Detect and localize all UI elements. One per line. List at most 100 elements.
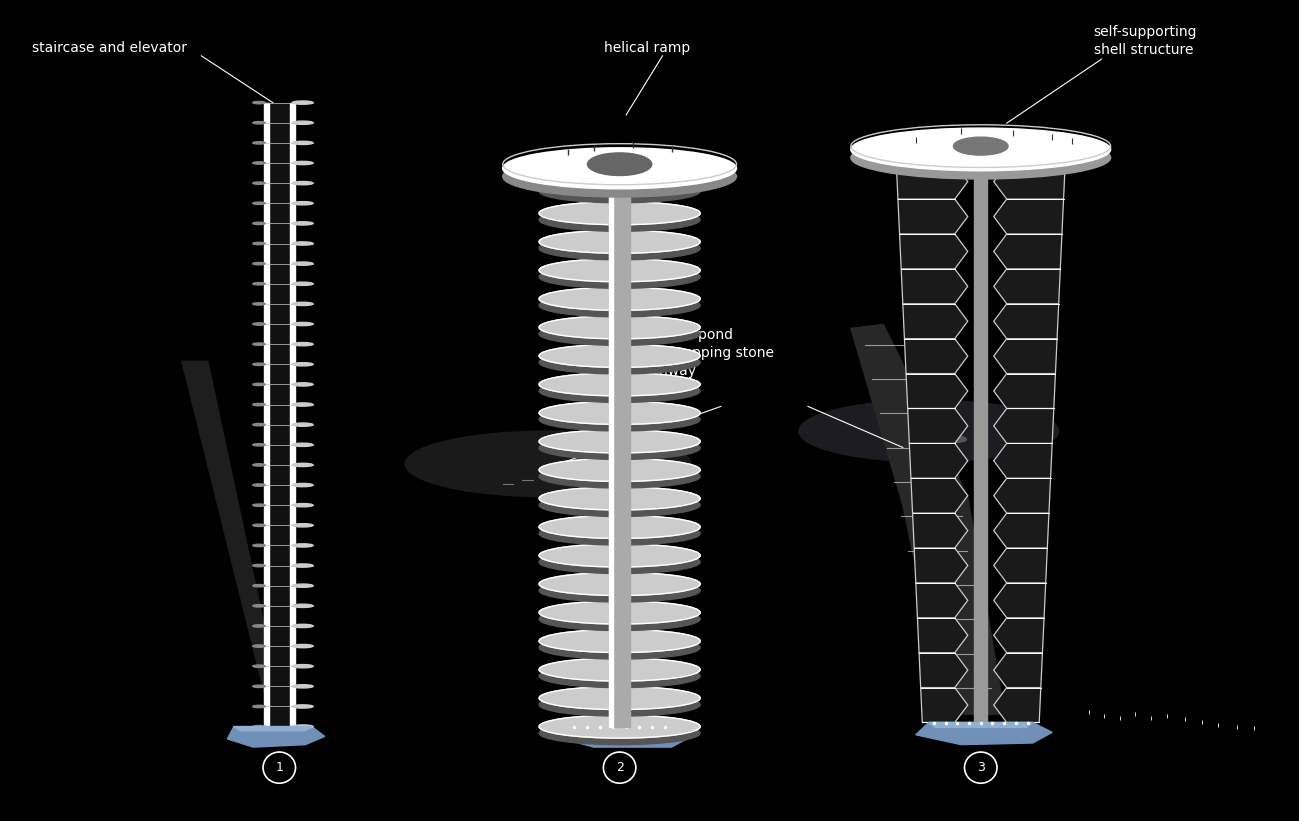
Ellipse shape <box>292 242 313 245</box>
Ellipse shape <box>292 282 313 286</box>
Ellipse shape <box>292 644 313 648</box>
Ellipse shape <box>539 323 700 346</box>
Polygon shape <box>994 618 1044 653</box>
Polygon shape <box>994 443 1052 478</box>
Ellipse shape <box>292 725 313 728</box>
Ellipse shape <box>539 572 700 595</box>
Ellipse shape <box>253 443 265 446</box>
Ellipse shape <box>292 302 313 305</box>
Ellipse shape <box>539 351 700 374</box>
Ellipse shape <box>292 664 313 667</box>
Ellipse shape <box>539 316 700 339</box>
Polygon shape <box>994 653 1042 688</box>
Ellipse shape <box>253 424 265 426</box>
Polygon shape <box>898 200 968 234</box>
Polygon shape <box>917 618 968 653</box>
Ellipse shape <box>292 342 313 346</box>
Ellipse shape <box>539 715 700 738</box>
Ellipse shape <box>539 287 700 310</box>
Text: self-supporting
shell structure: self-supporting shell structure <box>1094 25 1198 57</box>
Ellipse shape <box>539 180 700 203</box>
Ellipse shape <box>539 458 700 481</box>
Ellipse shape <box>405 431 691 497</box>
Polygon shape <box>904 338 968 374</box>
Ellipse shape <box>292 584 313 587</box>
Ellipse shape <box>539 686 700 709</box>
Ellipse shape <box>539 265 700 288</box>
Ellipse shape <box>292 423 313 426</box>
Polygon shape <box>994 269 1060 304</box>
Ellipse shape <box>292 604 313 608</box>
Polygon shape <box>851 324 1013 727</box>
Ellipse shape <box>253 122 265 124</box>
Ellipse shape <box>292 484 313 487</box>
Polygon shape <box>916 722 1052 745</box>
Ellipse shape <box>539 522 700 545</box>
Polygon shape <box>555 727 691 747</box>
Polygon shape <box>994 304 1059 338</box>
Ellipse shape <box>539 379 700 402</box>
Polygon shape <box>907 374 968 409</box>
Ellipse shape <box>292 443 313 447</box>
Ellipse shape <box>292 463 313 466</box>
Ellipse shape <box>292 162 313 165</box>
Ellipse shape <box>253 686 265 687</box>
Polygon shape <box>182 361 286 727</box>
Ellipse shape <box>253 383 265 386</box>
Ellipse shape <box>292 202 313 205</box>
Ellipse shape <box>253 102 265 103</box>
Ellipse shape <box>292 685 313 688</box>
Ellipse shape <box>253 323 265 325</box>
Ellipse shape <box>539 493 700 516</box>
Ellipse shape <box>253 162 265 164</box>
Ellipse shape <box>539 636 700 659</box>
Polygon shape <box>994 234 1063 269</box>
Ellipse shape <box>253 564 265 566</box>
Ellipse shape <box>292 624 313 627</box>
Ellipse shape <box>253 625 265 627</box>
Bar <box>609 185 630 727</box>
Polygon shape <box>899 234 968 269</box>
Ellipse shape <box>253 303 265 305</box>
Ellipse shape <box>253 644 265 647</box>
Ellipse shape <box>253 222 265 225</box>
Ellipse shape <box>539 722 700 745</box>
Ellipse shape <box>503 148 737 189</box>
Ellipse shape <box>253 464 265 466</box>
Polygon shape <box>994 374 1055 409</box>
Ellipse shape <box>292 222 313 225</box>
Ellipse shape <box>539 608 700 631</box>
Ellipse shape <box>292 704 313 708</box>
Polygon shape <box>916 583 968 618</box>
Ellipse shape <box>799 400 1059 462</box>
Polygon shape <box>994 478 1051 513</box>
Ellipse shape <box>539 373 700 396</box>
Ellipse shape <box>292 564 313 567</box>
Ellipse shape <box>253 705 265 708</box>
Ellipse shape <box>539 544 700 567</box>
Ellipse shape <box>253 484 265 486</box>
Ellipse shape <box>292 101 313 104</box>
Ellipse shape <box>253 263 265 265</box>
Text: artificial pond
with stepping stone
pathway: artificial pond with stepping stone path… <box>637 328 773 378</box>
Polygon shape <box>902 269 968 304</box>
Ellipse shape <box>891 430 914 437</box>
Text: helical ramp: helical ramp <box>604 40 690 55</box>
Ellipse shape <box>539 230 700 253</box>
Ellipse shape <box>539 579 700 602</box>
Ellipse shape <box>292 262 313 265</box>
Ellipse shape <box>292 181 313 185</box>
Ellipse shape <box>253 504 265 507</box>
Polygon shape <box>914 548 968 583</box>
Ellipse shape <box>539 173 700 196</box>
Ellipse shape <box>587 153 652 176</box>
Ellipse shape <box>917 433 940 440</box>
Ellipse shape <box>539 209 700 232</box>
Ellipse shape <box>253 665 265 667</box>
Bar <box>290 103 295 727</box>
Polygon shape <box>516 464 646 727</box>
Ellipse shape <box>292 122 313 125</box>
Polygon shape <box>994 688 1040 722</box>
Polygon shape <box>911 478 968 513</box>
Polygon shape <box>994 164 1065 200</box>
